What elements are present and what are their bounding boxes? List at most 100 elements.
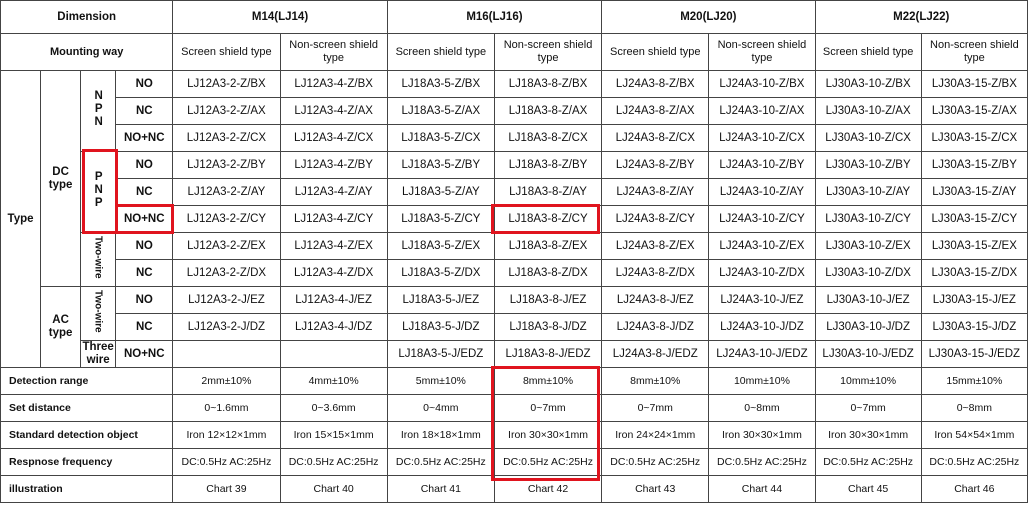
table-row: illustration Chart 39 Chart 40 Chart 41 Char…	[0, 475, 1029, 503]
model-number: LJ30A3-15-J/DZ	[920, 313, 1029, 341]
table-row: Detection range 2mm±10% 4mm±10% 5mm±10% 8mm±…	[0, 367, 1029, 395]
model-number: LJ18A3-8-Z/CY	[493, 205, 603, 233]
model-number: LJ30A3-15-Z/BX	[920, 70, 1029, 98]
model-number: LJ30A3-15-J/EDZ	[920, 340, 1029, 368]
spec-value: Chart 45	[814, 475, 922, 503]
mounting-type: Non-screen shield type	[708, 33, 816, 71]
table-row: Standard detection object Iron 12×12×1mm I…	[0, 421, 1029, 449]
spec-label: Set distance	[0, 394, 174, 422]
model-number: LJ30A3-10-J/DZ	[814, 313, 922, 341]
model-number: LJ24A3-10-Z/BX	[708, 70, 816, 98]
output-type: Two-wire	[80, 232, 117, 287]
model-number: LJ30A3-15-Z/AY	[920, 178, 1029, 206]
model-number: LJ12A3-4-Z/AX	[279, 97, 388, 125]
header-dimension: Dimension	[0, 0, 174, 34]
model-number: LJ24A3-10-Z/DX	[708, 259, 816, 287]
table-row: Type DC type NPN NO LJ12A3-2-Z/BX LJ12A3-4-Z/…	[0, 70, 1029, 368]
contact-type: NO+NC	[115, 205, 174, 233]
model-number: LJ18A3-5-Z/BY	[386, 151, 495, 179]
header-group: M14(LJ14)	[172, 0, 388, 34]
header-group: M20(LJ20)	[601, 0, 816, 34]
output-type: Two-wire	[80, 286, 117, 341]
contact-type: NC	[115, 313, 174, 341]
model-number: LJ24A3-10-J/DZ	[708, 313, 816, 341]
model-number: LJ18A3-8-Z/DX	[493, 259, 603, 287]
model-number: LJ30A3-10-Z/CX	[814, 124, 922, 152]
spec-value: Iron 54×54×1mm	[920, 421, 1029, 449]
model-number: LJ12A3-4-Z/BX	[279, 70, 388, 98]
table-row: Three wire NO+NC LJ18A3-5-J/EDZ LJ18A3-8-J/…	[1, 340, 1029, 368]
spec-value: 10mm±10%	[814, 367, 922, 395]
contact-type: NO	[115, 286, 174, 314]
contact-type: NC	[115, 178, 174, 206]
model-number: LJ18A3-5-J/EZ	[386, 286, 495, 314]
model-number: LJ24A3-8-J/EZ	[601, 286, 710, 314]
mounting-type: Screen shield type	[814, 33, 922, 71]
model-number: LJ24A3-10-J/EZ	[708, 286, 816, 314]
output-type: NPN	[80, 70, 117, 152]
spec-value: 15mm±10%	[920, 367, 1029, 395]
table-row: NO+NC LJ12A3-2-Z/CY LJ12A3-4-Z/CY LJ18A3-5-…	[1, 205, 1029, 233]
model-number: LJ30A3-15-Z/CY	[920, 205, 1029, 233]
header-mounting: Mounting way	[0, 33, 174, 71]
model-number: LJ18A3-8-Z/AX	[493, 97, 603, 125]
model-number	[172, 340, 281, 368]
model-number: LJ18A3-8-J/EZ	[493, 286, 603, 314]
table-row: NC LJ12A3-2-Z/DX LJ12A3-4-Z/DX LJ18A3-5-Z/D…	[1, 259, 1029, 287]
spec-value: DC:0.5Hz AC:25Hz	[386, 448, 495, 476]
model-number: LJ24A3-8-J/EDZ	[601, 340, 710, 368]
model-number: LJ30A3-15-Z/AX	[920, 97, 1029, 125]
model-number: LJ12A3-4-Z/EX	[279, 232, 388, 260]
spec-value: 8mm±10%	[601, 367, 710, 395]
model-number: LJ18A3-8-J/EDZ	[493, 340, 603, 368]
type-group: DC type	[40, 70, 82, 287]
model-number: LJ30A3-15-Z/BY	[920, 151, 1029, 179]
table-row: NO+NC LJ12A3-2-Z/CX LJ12A3-4-Z/CX LJ18A3-5-…	[1, 124, 1029, 152]
model-number: LJ24A3-10-Z/CX	[708, 124, 816, 152]
model-number: LJ18A3-8-J/DZ	[493, 313, 603, 341]
spec-value: Chart 39	[172, 475, 281, 503]
spec-value: 2mm±10%	[172, 367, 281, 395]
spec-value: 0~8mm	[920, 394, 1029, 422]
model-number: LJ24A3-10-Z/EX	[708, 232, 816, 260]
model-number: LJ18A3-5-Z/CX	[386, 124, 495, 152]
spec-label: illustration	[0, 475, 174, 503]
spec-label: Detection range	[0, 367, 174, 395]
model-number: LJ30A3-10-Z/AX	[814, 97, 922, 125]
spec-value: 0~8mm	[708, 394, 816, 422]
header-group: M22(LJ22)	[814, 0, 1029, 34]
model-number: LJ18A3-5-Z/CY	[386, 205, 495, 233]
model-number: LJ24A3-8-Z/DX	[601, 259, 710, 287]
output-type-text: Two-wire	[92, 290, 104, 333]
model-number: LJ18A3-8-Z/AY	[493, 178, 603, 206]
model-number: LJ24A3-8-J/DZ	[601, 313, 710, 341]
mounting-type: Screen shield type	[386, 33, 495, 71]
model-number: LJ12A3-4-Z/AY	[279, 178, 388, 206]
spec-value: 0~1.6mm	[172, 394, 281, 422]
spec-value: Iron 18×18×1mm	[386, 421, 495, 449]
spec-value: DC:0.5Hz AC:25Hz	[493, 448, 603, 476]
model-number: LJ24A3-8-Z/BY	[601, 151, 710, 179]
model-number: LJ24A3-8-Z/CY	[601, 205, 710, 233]
spec-value: 0~3.6mm	[279, 394, 388, 422]
table-row: Respnose frequency DC:0.5Hz AC:25Hz DC:0.5…	[0, 448, 1029, 476]
model-number: LJ12A3-4-Z/CY	[279, 205, 388, 233]
contact-type: NO	[115, 151, 174, 179]
model-number: LJ24A3-10-Z/BY	[708, 151, 816, 179]
spec-value: 5mm±10%	[386, 367, 495, 395]
mounting-type: Non-screen shield type	[279, 33, 388, 71]
output-type-text: Two-wire	[92, 236, 104, 279]
model-number: LJ12A3-2-Z/DX	[172, 259, 281, 287]
model-number: LJ12A3-2-Z/EX	[172, 232, 281, 260]
model-number: LJ12A3-2-Z/AX	[172, 97, 281, 125]
model-number: LJ30A3-10-Z/BX	[814, 70, 922, 98]
model-number: LJ30A3-10-J/EZ	[814, 286, 922, 314]
model-number: LJ18A3-5-Z/AY	[386, 178, 495, 206]
spec-value: Chart 44	[708, 475, 816, 503]
contact-type: NC	[115, 97, 174, 125]
model-number: LJ30A3-15-J/EZ	[920, 286, 1029, 314]
mounting-type: Non-screen shield type	[493, 33, 603, 71]
output-type: Three wire	[80, 340, 117, 368]
